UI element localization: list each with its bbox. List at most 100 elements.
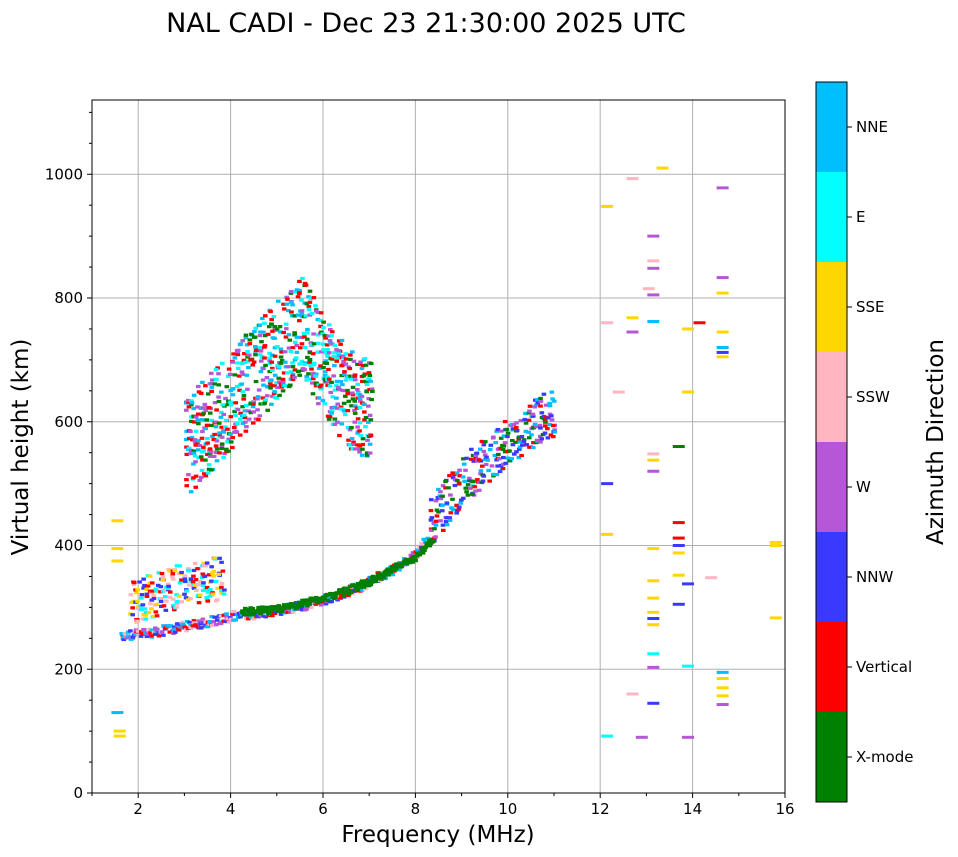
colorbar-tick-label: NNW — [856, 568, 893, 586]
echo-point — [167, 630, 173, 634]
echo-point — [334, 359, 340, 363]
echo-point — [140, 632, 145, 636]
echo-point — [601, 204, 614, 208]
echo-point — [545, 436, 551, 440]
echo-point — [288, 608, 294, 612]
echo-point — [514, 429, 520, 433]
echo-point — [215, 586, 220, 590]
echo-point — [398, 563, 404, 567]
colorbar-tick-label: SSE — [856, 298, 885, 316]
echo-point — [642, 287, 655, 291]
echo-point — [256, 418, 261, 422]
echo-point — [289, 310, 294, 314]
echo-point — [647, 579, 660, 583]
echo-point — [496, 457, 502, 461]
echo-point — [407, 557, 413, 561]
echo-point — [214, 439, 220, 443]
echo-point — [523, 411, 528, 416]
echo-point — [521, 439, 527, 444]
echo-point — [329, 592, 335, 596]
echo-point — [274, 327, 280, 331]
echo-point — [365, 438, 370, 442]
echo-point — [281, 302, 286, 306]
echo-point — [486, 468, 491, 473]
echo-point — [440, 503, 445, 507]
echo-point — [295, 295, 301, 299]
echo-point — [322, 377, 328, 382]
echo-point — [164, 599, 169, 603]
echo-point — [204, 585, 210, 590]
echo-point — [198, 455, 204, 459]
echo-point — [239, 361, 245, 365]
echo-point — [258, 349, 264, 353]
echo-point — [224, 615, 229, 619]
echo-point — [182, 625, 188, 629]
echo-point — [360, 442, 366, 447]
echo-point — [244, 425, 249, 429]
echo-point — [225, 374, 231, 378]
echo-point — [315, 350, 321, 354]
echo-point — [306, 372, 311, 376]
echo-point — [219, 560, 224, 564]
echo-point — [241, 413, 247, 417]
y-tick-label: 800 — [54, 289, 83, 307]
echo-point — [360, 364, 366, 368]
echo-point — [246, 365, 251, 370]
echo-point — [284, 295, 289, 299]
echo-point — [232, 356, 238, 360]
echo-point — [292, 375, 297, 379]
echo-point — [200, 429, 205, 434]
echo-point — [284, 302, 290, 306]
echo-point — [349, 377, 354, 381]
echo-point — [339, 422, 345, 426]
echo-point — [235, 352, 241, 357]
echo-point — [360, 437, 366, 441]
echo-point — [443, 486, 448, 490]
echo-point — [329, 599, 334, 603]
echo-point — [326, 323, 332, 327]
echo-point — [283, 335, 289, 339]
echo-point — [367, 387, 372, 392]
echo-point — [219, 435, 225, 439]
echo-point — [532, 405, 538, 409]
echo-point — [270, 353, 275, 357]
echo-point — [188, 448, 194, 452]
echo-point — [228, 440, 234, 444]
echo-point — [310, 377, 316, 381]
echo-point — [299, 335, 304, 340]
echo-point — [363, 363, 369, 367]
colorbar-tick-label: E — [856, 208, 865, 226]
echo-point — [514, 421, 519, 425]
echo-point — [201, 581, 206, 585]
echo-point — [370, 389, 375, 393]
echo-point — [279, 350, 284, 354]
echo-point — [255, 395, 261, 399]
echo-point — [350, 393, 356, 397]
echo-point — [345, 391, 351, 396]
echo-point — [184, 429, 189, 433]
echo-point — [210, 434, 215, 438]
echo-point — [141, 586, 146, 590]
echo-point — [366, 397, 372, 401]
echo-point — [446, 486, 451, 490]
echo-point — [440, 523, 446, 527]
echo-point — [459, 498, 464, 502]
echo-point — [537, 423, 543, 428]
echo-point — [137, 580, 142, 584]
echo-point — [184, 478, 189, 482]
echo-point — [470, 480, 475, 484]
echo-point — [311, 371, 316, 375]
echo-point — [507, 459, 512, 463]
echo-point — [241, 393, 247, 398]
echo-point — [342, 370, 347, 374]
echo-point — [461, 457, 466, 461]
echo-point — [210, 571, 215, 576]
echo-point — [499, 429, 504, 433]
echo-point — [305, 604, 310, 608]
echo-point — [239, 370, 245, 374]
echo-point — [361, 585, 367, 589]
echo-point — [213, 579, 219, 584]
echo-point — [352, 373, 358, 377]
echo-point — [241, 613, 247, 617]
echo-point — [522, 417, 528, 422]
